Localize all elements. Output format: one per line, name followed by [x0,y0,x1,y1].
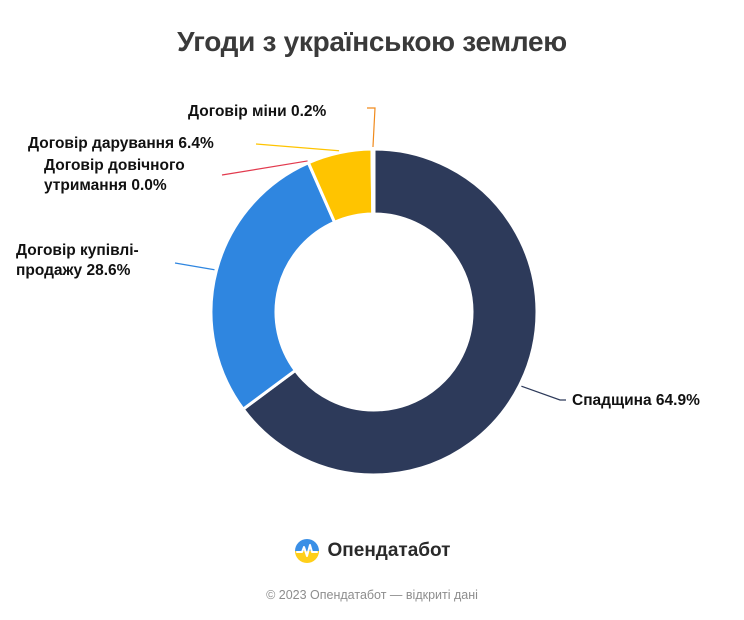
footer-credit: © 2023 Опендатабот — відкриті дані [266,588,478,602]
slice-label: Договір дарування 6.4% [28,135,214,152]
brand: Опендатабот [0,538,744,564]
leader-line [521,385,566,401]
donut-slice [209,161,337,411]
slice-label: Спадщина 64.9% [572,392,700,409]
donut-slice [370,147,376,216]
donut-slice [241,147,539,477]
leader-line [367,107,376,148]
leader-line [221,160,308,176]
brand-name: Опендатабот [327,540,451,561]
chart-title: Угоди з українською землею [177,26,567,57]
leader-line [174,262,215,271]
slice-label: Договір міни 0.2% [188,103,327,120]
slice-label: Договір довічного утримання 0.0% [44,157,185,194]
opendatabot-logo-icon [294,539,319,563]
slice-label: Договір купівлі-продажу 28.6% [16,242,139,279]
leader-line [255,143,340,152]
